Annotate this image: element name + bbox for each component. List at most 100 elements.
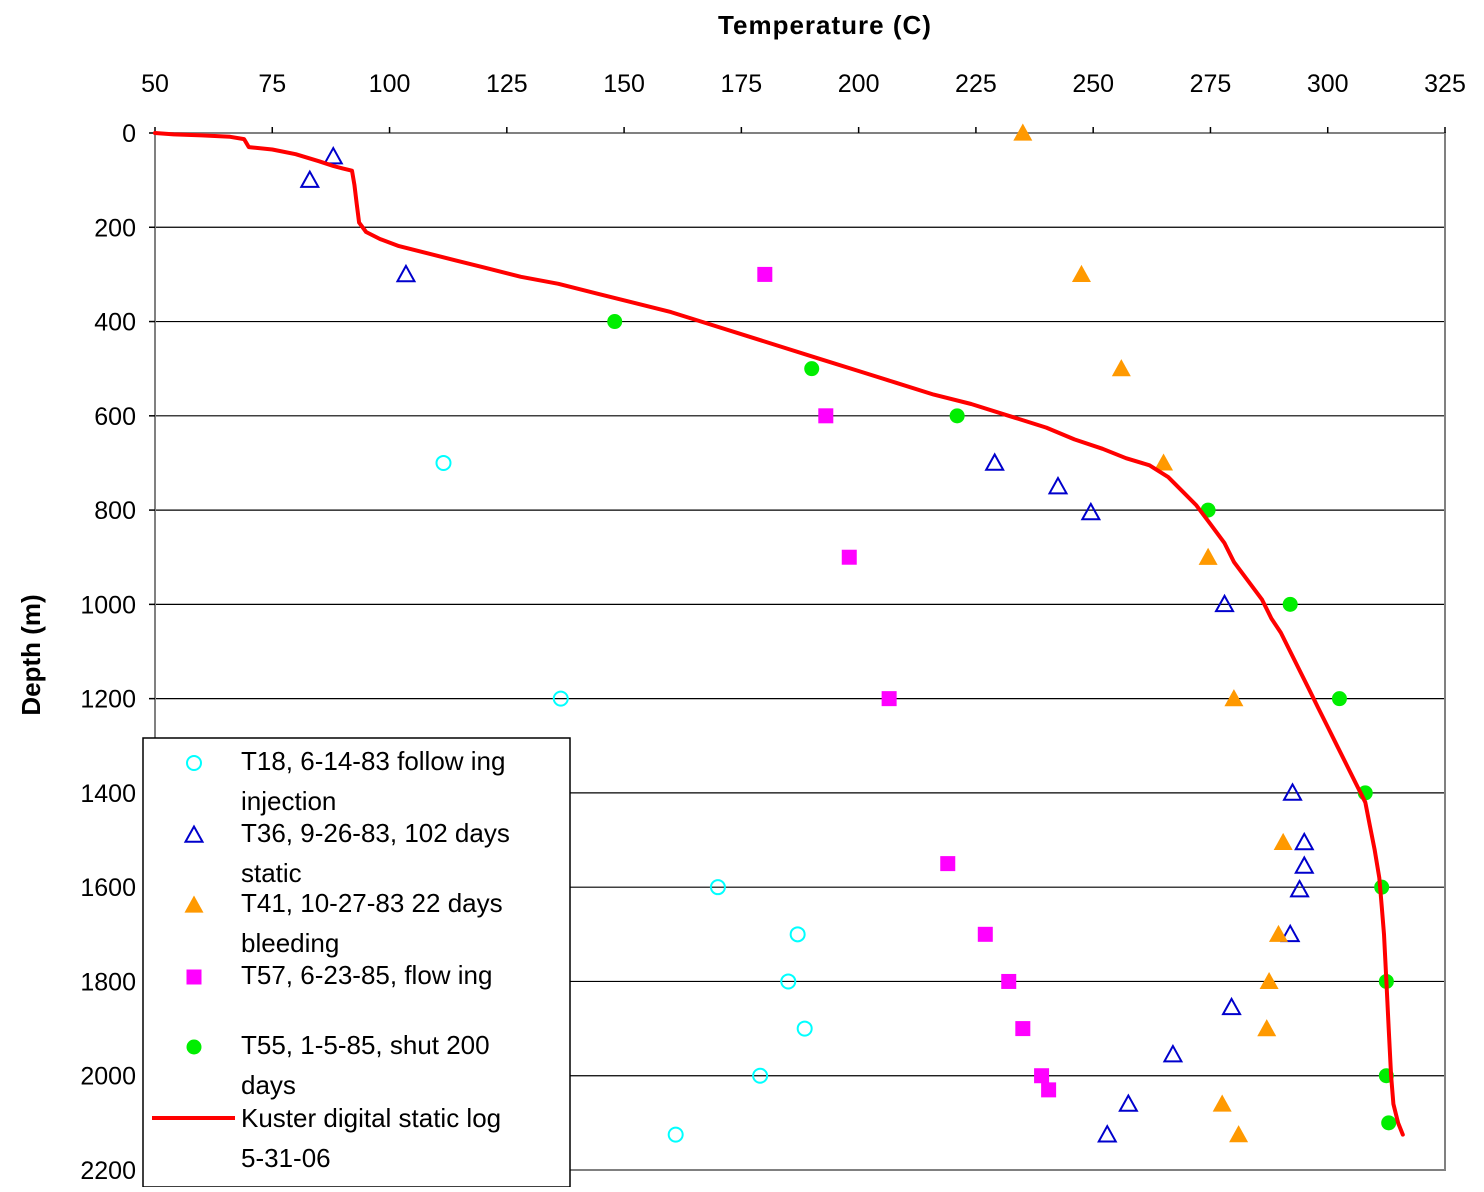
legend-label: Kuster digital static log [241, 1103, 501, 1133]
legend-entry: T18, 6-14-83 follow ing injection [186, 746, 505, 816]
x-tick-label: 50 [141, 70, 169, 98]
legend-box [142, 737, 571, 1188]
data-point [1015, 1021, 1031, 1037]
data-point [1221, 996, 1242, 1016]
series-1 [299, 146, 1315, 1143]
data-point [1280, 923, 1301, 943]
legend-label: T36, 9-26-83, 102 days [241, 818, 510, 848]
data-point [1381, 1115, 1397, 1131]
data-point [1214, 593, 1235, 613]
y-tick-label: 1200 [80, 686, 136, 714]
data-point [789, 926, 806, 943]
data-point [1268, 924, 1288, 942]
legend-label: 5-31-06 [241, 1143, 331, 1173]
data-point [1013, 123, 1033, 141]
series-2 [1013, 123, 1293, 1143]
data-point [1034, 1068, 1050, 1084]
data-point [1282, 596, 1298, 612]
data-point [1294, 831, 1315, 851]
data-point [881, 691, 897, 707]
legend-marker [183, 824, 205, 843]
data-point [607, 314, 623, 330]
legend-marker [186, 1039, 202, 1055]
legend-label: T18, 6-14-83 follow ing [241, 746, 505, 776]
data-point [1198, 547, 1218, 565]
legend-entry: Kuster digital static log 5-31-06 [152, 1103, 501, 1173]
legend-entry: T57, 6-23-85, flow ing [186, 960, 492, 990]
legend-marker [186, 755, 202, 771]
y-tick-label: 2000 [80, 1063, 136, 1091]
legend-label: injection [241, 786, 336, 816]
data-point [940, 856, 956, 872]
data-point [1041, 1082, 1057, 1098]
data-point [1331, 691, 1347, 707]
series-0 [435, 454, 813, 1143]
data-point [1097, 1124, 1118, 1143]
x-tick-label: 100 [369, 70, 411, 98]
plot-border [154, 132, 1446, 1171]
data-point [1212, 1094, 1232, 1112]
y-tick-label: 0 [122, 120, 136, 148]
x-axis-title: Temperature (C) [718, 10, 932, 40]
data-point [552, 690, 569, 707]
x-tick-label: 250 [1072, 70, 1114, 98]
data-point [299, 169, 320, 188]
series-layer [153, 123, 1405, 1143]
series-5 [153, 131, 1405, 1137]
x-tick-label: 175 [721, 70, 763, 98]
data-point [1294, 855, 1315, 874]
data-point [323, 146, 344, 165]
x-tick-label: 75 [258, 70, 286, 98]
y-tick-label: 400 [94, 309, 136, 337]
y-axis-title: Depth (m) [16, 594, 46, 715]
data-point [1162, 1043, 1184, 1063]
data-point [395, 263, 417, 283]
legend-entry: T36, 9-26-83, 102 days static [183, 818, 510, 888]
y-tick-label: 1400 [80, 780, 136, 808]
x-tick-label: 125 [486, 70, 528, 98]
data-point [780, 973, 797, 990]
legend-marker [184, 895, 204, 913]
data-point [1273, 832, 1293, 851]
legend-marker [186, 969, 202, 985]
data-point [984, 452, 1005, 471]
x-tick-label: 200 [838, 70, 880, 98]
data-point [841, 549, 857, 565]
data-point [1259, 971, 1279, 990]
data-point [667, 1126, 684, 1143]
data-point [1080, 501, 1102, 521]
y-tick-label: 1800 [80, 968, 136, 996]
data-point [757, 266, 773, 282]
data-point [818, 408, 834, 424]
y-tick-label: 1600 [80, 874, 136, 902]
data-point [1224, 689, 1244, 707]
y-tick-label: 800 [94, 497, 136, 525]
data-point [1071, 264, 1091, 283]
data-point [977, 926, 993, 942]
x-tick-label: 150 [603, 70, 645, 98]
legend-entry: T55, 1-5-85, shut 200 days [186, 1030, 490, 1100]
series-line-kuster [153, 131, 1405, 1137]
y-tick-label: 600 [94, 403, 136, 431]
legend-label: bleeding [241, 928, 339, 958]
y-tick-label: 200 [94, 214, 136, 242]
legend-label: T55, 1-5-85, shut 200 [241, 1030, 490, 1060]
data-point [709, 879, 726, 896]
data-point [1282, 782, 1303, 801]
x-tick-label: 325 [1424, 70, 1466, 98]
legend-label: days [241, 1070, 296, 1100]
legend-label: T57, 6-23-85, flow ing [241, 960, 492, 990]
x-tick-label: 275 [1190, 70, 1232, 98]
data-point [752, 1067, 769, 1084]
data-point [1047, 475, 1069, 495]
y-axis-ticks: 0 200 400 600 800 1000 1200 1400 1600 1800 2000 220… [80, 120, 155, 1185]
series-4 [607, 314, 1397, 1131]
legend-label: T41, 10-27-83 22 days [241, 888, 503, 918]
y-tick-label: 2200 [80, 1157, 136, 1185]
x-axis-ticks: 50 75 100 125 150 175 200 225 250 275 300 325 [141, 70, 1466, 133]
data-point [1118, 1093, 1139, 1112]
data-point [1111, 359, 1131, 377]
data-point [435, 454, 452, 471]
